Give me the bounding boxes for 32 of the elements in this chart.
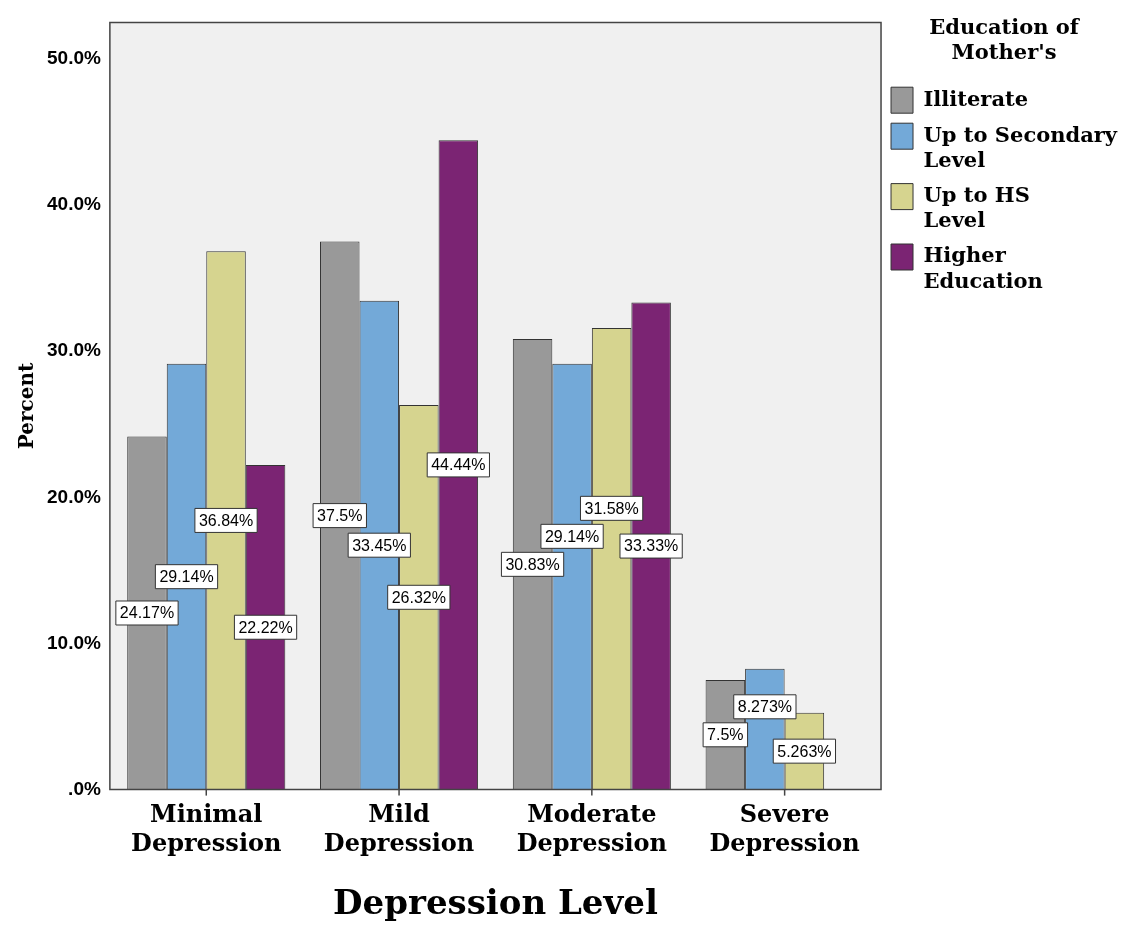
data-label: 31.58% [584, 499, 639, 517]
x-tick-label: Severe Depression [709, 799, 860, 858]
y-tick-label: 40.0% [47, 193, 101, 215]
data-label: 29.14% [544, 527, 600, 545]
legend-label: Up to Secondary Level [923, 121, 1118, 172]
data-label: 36.84% [198, 511, 254, 529]
x-tick-label: Moderate Depression [516, 799, 668, 858]
x-axis-title: Depression Level [333, 882, 658, 923]
legend-label: Higher Education [923, 242, 1043, 293]
data-label: 22.22% [238, 618, 293, 636]
y-tick-label: 50.0% [47, 47, 101, 69]
y-tick-label: .0% [68, 777, 101, 799]
y-tick-label: 30.0% [47, 339, 101, 361]
data-label: 30.83% [505, 555, 560, 573]
y-axis-title: Percent [14, 362, 39, 450]
data-label: 5.263% [777, 742, 832, 760]
data-label: 24.17% [119, 604, 175, 622]
legend-title: Education of Mother's [929, 13, 1081, 65]
data-label: 8.273% [737, 698, 793, 716]
x-tick-label: Minimal Depression [131, 799, 282, 858]
y-tick-label: 10.0% [47, 631, 101, 653]
data-label: 29.14% [159, 568, 214, 586]
x-tick-label: Mild Depression [323, 799, 475, 858]
y-tick-label: 20.0% [47, 485, 101, 507]
legend-label: Illiterate [923, 85, 1029, 111]
data-label: 33.45% [352, 536, 407, 554]
data-label: 33.33% [624, 537, 679, 555]
data-label: 7.5% [707, 726, 744, 744]
data-label: 44.44% [431, 456, 486, 474]
data-label: 37.5% [317, 507, 363, 525]
data-label: 26.32% [391, 588, 446, 606]
legend-label: Up to HS Level [923, 182, 1030, 233]
